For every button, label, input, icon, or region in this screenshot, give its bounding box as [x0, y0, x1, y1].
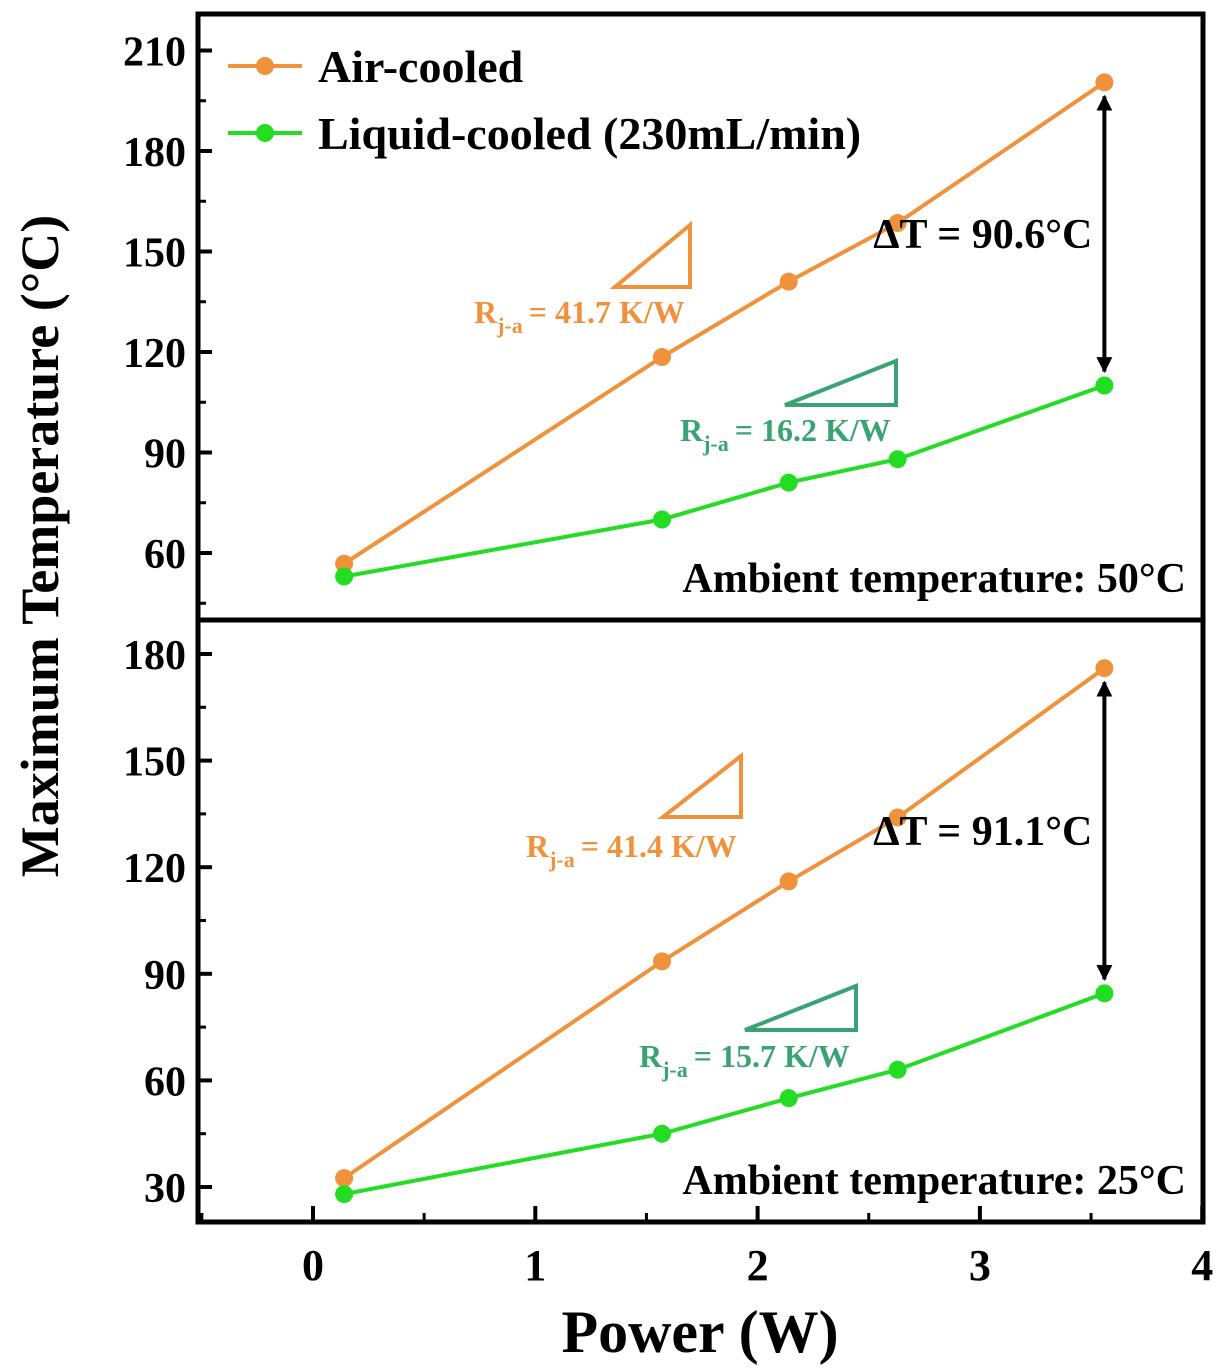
- panel-top: 60 90 120 150 180 210 ΔT = 90.6°C Ambient tempe…: [123, 30, 1186, 605]
- slope-triangle-air: [609, 220, 692, 289]
- data-point-air-cooled: [1095, 659, 1114, 678]
- x-tick-label: 2: [747, 1241, 769, 1290]
- legend-label: Air-cooled: [318, 41, 524, 92]
- r-main: R: [526, 828, 550, 864]
- data-point-air-cooled: [888, 808, 907, 827]
- data-point-air-cooled: [888, 214, 907, 233]
- thermal-resistance-label-liquid: Rj-a = 15.7 K/W: [639, 1038, 850, 1082]
- data-point-liquid-cooled: [653, 510, 672, 529]
- data-point-liquid-cooled: [1095, 984, 1114, 1003]
- thermal-resistance-label-air: Rj-a = 41.4 K/W: [526, 828, 737, 872]
- legend-marker: [256, 57, 274, 75]
- data-point-air-cooled: [779, 272, 798, 291]
- x-tick-label: 0: [302, 1241, 324, 1290]
- r-main: R: [639, 1038, 663, 1074]
- y-tick-label: 90: [144, 432, 186, 478]
- legend-label: Liquid-cooled (230mL/min): [318, 108, 861, 159]
- data-point-liquid-cooled: [888, 450, 907, 469]
- y-tick-label: 60: [144, 1059, 186, 1105]
- series-line-air-cooled: [342, 666, 1106, 1180]
- delta-t-label: ΔT = 91.1°C: [873, 809, 1092, 855]
- ambient-temperature-label: Ambient temperature: 25°C: [682, 1158, 1186, 1204]
- y-tick-label: 90: [144, 953, 186, 999]
- y-tick-label: 120: [123, 846, 186, 892]
- x-tick-label: 1: [524, 1241, 546, 1290]
- y-tick-label: 180: [123, 130, 186, 176]
- thermal-resistance-label-liquid: Rj-a = 16.2 K/W: [680, 412, 891, 456]
- r-subscript: j-a: [496, 313, 523, 338]
- y-tick-label: 150: [123, 740, 186, 786]
- data-point-liquid-cooled: [335, 1185, 354, 1204]
- data-point-air-cooled: [653, 348, 672, 367]
- slope-triangle-air: [657, 751, 743, 819]
- r-value: = 16.2 K/W: [735, 412, 891, 448]
- data-point-liquid-cooled: [888, 1060, 907, 1079]
- plot-frame-bottom: [195, 617, 1206, 1225]
- plot-frame-top: [195, 11, 1206, 623]
- y-axis-label: Maximum Temperature (°C): [10, 215, 70, 878]
- data-point-air-cooled: [653, 952, 672, 971]
- y-tick-label: 210: [123, 30, 186, 76]
- r-value: = 15.7 K/W: [694, 1038, 850, 1074]
- r-subscript: j-a: [661, 1057, 688, 1082]
- data-point-liquid-cooled: [653, 1124, 672, 1143]
- r-subscript: j-a: [548, 847, 575, 872]
- data-point-air-cooled: [1095, 73, 1114, 92]
- y-tick-label: 150: [123, 231, 186, 277]
- slope-triangle-liquid: [744, 983, 858, 1032]
- series-line-liquid-cooled: [343, 383, 1106, 579]
- r-value: = 41.7 K/W: [529, 294, 685, 330]
- data-point-liquid-cooled: [779, 1089, 798, 1108]
- r-subscript: j-a: [702, 431, 729, 456]
- x-tick-label: 4: [1191, 1241, 1213, 1290]
- panel-bottom: 30 60 90 120 150 180 ΔT = 91.1°C Ambient temper…: [123, 633, 1186, 1212]
- delta-t-label: ΔT = 90.6°C: [873, 212, 1092, 258]
- y-tick-label: 30: [144, 1166, 186, 1212]
- y-tick-label: 120: [123, 331, 186, 377]
- thermal-resistance-label-air: Rj-a = 41.7 K/W: [474, 294, 685, 338]
- data-point-liquid-cooled: [779, 473, 798, 492]
- r-main: R: [474, 294, 498, 330]
- data-point-liquid-cooled: [335, 567, 354, 586]
- data-point-liquid-cooled: [1095, 376, 1114, 395]
- x-tick-label: 3: [969, 1241, 991, 1290]
- r-main: R: [680, 412, 704, 448]
- r-value: = 41.4 K/W: [581, 828, 737, 864]
- legend: Air-cooled Liquid-cooled (230mL/min): [228, 41, 861, 159]
- slope-triangle-liquid: [784, 358, 898, 407]
- legend-marker: [256, 124, 274, 142]
- y-tick-label: 180: [123, 633, 186, 679]
- data-point-air-cooled: [779, 872, 798, 891]
- data-point-air-cooled: [335, 1169, 354, 1188]
- ambient-temperature-label: Ambient temperature: 50°C: [682, 556, 1186, 602]
- y-tick-label: 60: [144, 532, 186, 578]
- x-axis-label: Power (W): [561, 1299, 838, 1365]
- data-point-air-cooled: [335, 554, 354, 573]
